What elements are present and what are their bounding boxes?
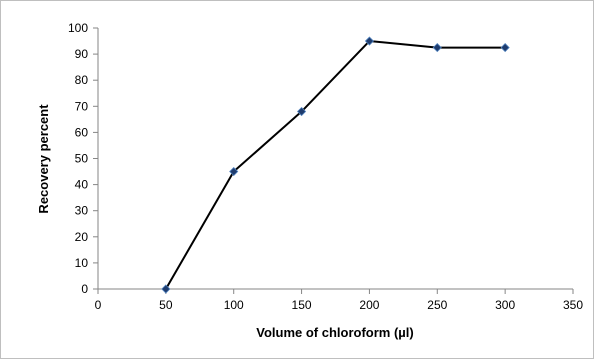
x-tick-label: 100	[224, 298, 244, 312]
x-tick-label: 150	[292, 298, 312, 312]
x-tick-label: 0	[95, 298, 102, 312]
y-tick-label: 20	[75, 230, 89, 244]
data-point-marker	[297, 106, 307, 117]
data-point-marker	[500, 43, 510, 53]
y-tick-label: 90	[75, 47, 89, 61]
y-tick-label: 50	[75, 152, 89, 166]
y-axis-title: Recovery percent	[36, 104, 51, 214]
data-point-marker	[364, 36, 374, 46]
x-tick-label: 50	[159, 298, 173, 312]
data-point-marker	[229, 166, 239, 177]
series-line	[164, 40, 506, 290]
chart-axes	[97, 28, 573, 290]
x-tick-label: 300	[495, 298, 515, 312]
x-axis-title: Volume of chloroform (µl)	[256, 325, 413, 340]
y-tick-label: 100	[68, 21, 88, 35]
y-tick-label: 70	[75, 99, 89, 113]
y-tick-label: 0	[81, 282, 88, 296]
y-tick-label: 80	[75, 73, 89, 87]
y-axis-ticks: 0 10 20 30 40 50 60 70 80 90 100	[68, 21, 98, 296]
x-axis-ticks: 0 50 100 150 200 250 300 350	[95, 289, 583, 312]
x-tick-label: 350	[563, 298, 583, 312]
y-tick-label: 40	[75, 178, 89, 192]
y-tick-label: 10	[75, 256, 89, 270]
series-layer	[161, 36, 510, 294]
data-point-marker	[161, 284, 171, 294]
y-tick-label: 30	[75, 204, 89, 218]
data-point-marker	[432, 43, 442, 53]
x-tick-label: 250	[427, 298, 447, 312]
x-tick-label: 200	[359, 298, 379, 312]
y-tick-label: 60	[75, 125, 89, 139]
